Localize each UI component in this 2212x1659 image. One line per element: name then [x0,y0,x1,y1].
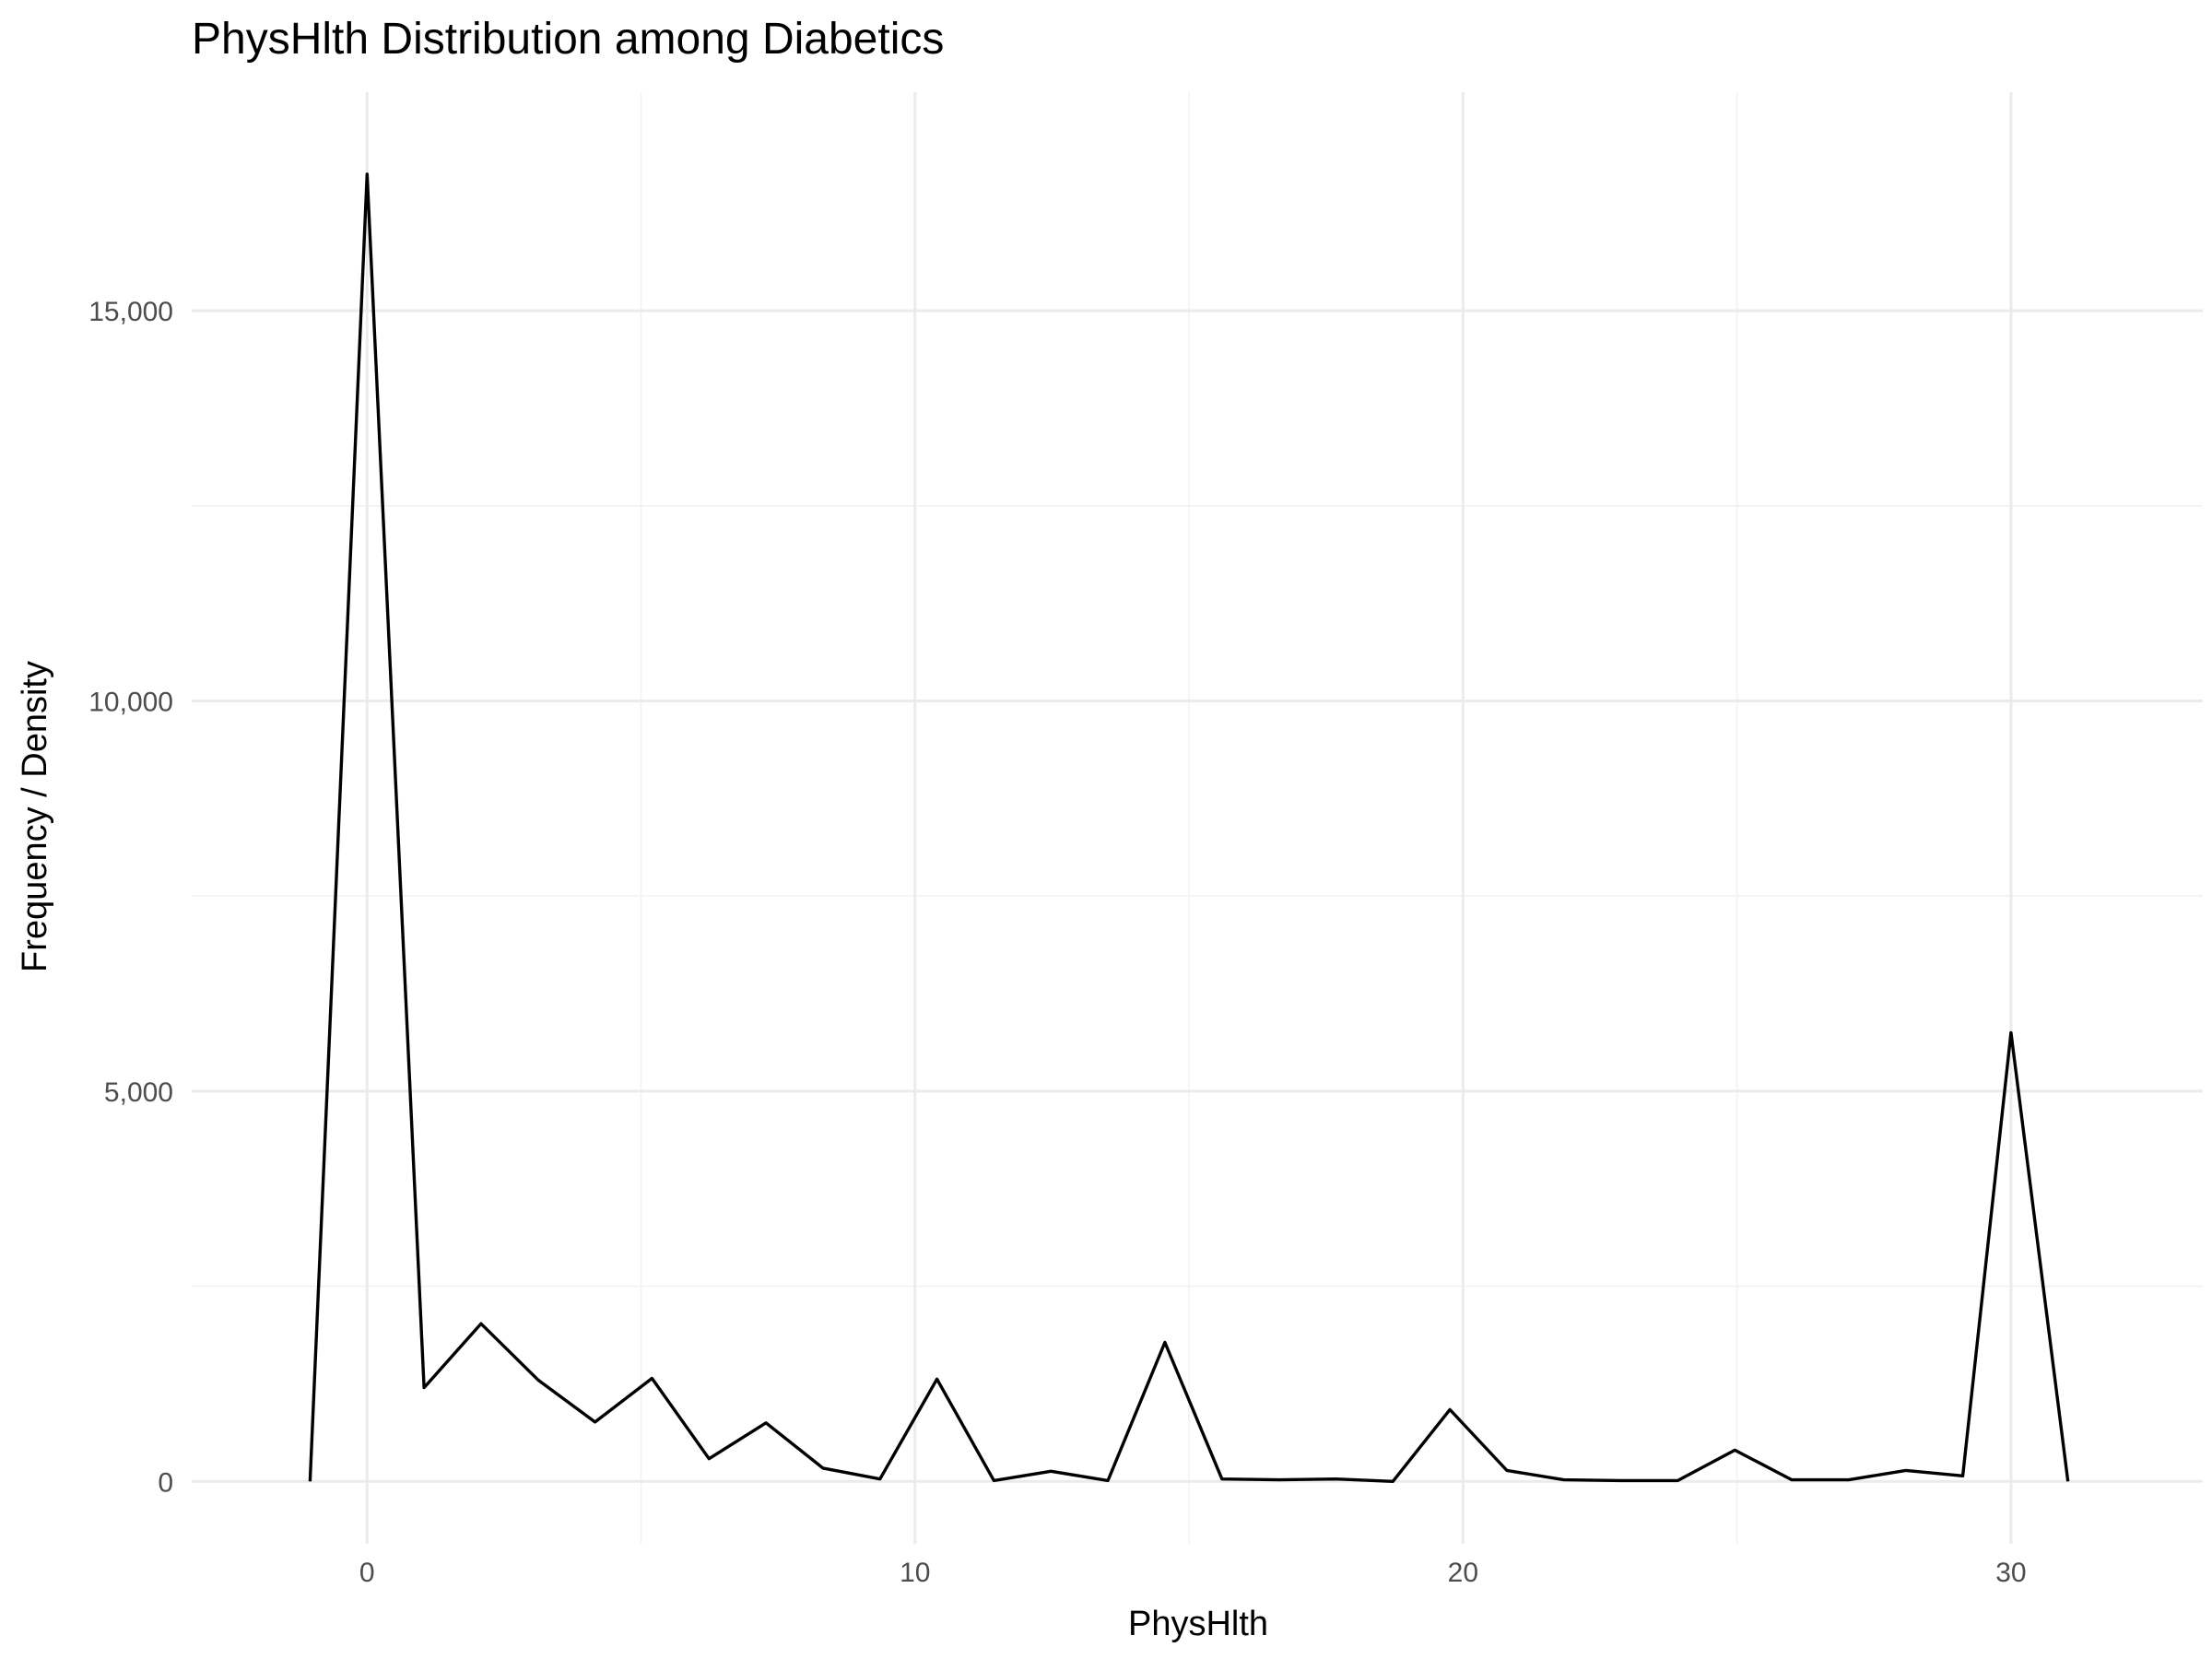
x-tick-label: 0 [359,1558,375,1588]
y-tick-label: 0 [158,1467,173,1498]
y-tick-label: 5,000 [104,1077,173,1108]
series-line [308,172,2070,1483]
chart-title: PhysHlth Distribution among Diabetics [192,15,944,64]
x-axis-label: PhysHlth [1128,1605,1268,1643]
x-axis-ticks: 0 10 20 30 [359,1558,2027,1588]
y-tick-label: 15,000 [88,297,173,327]
grid [192,92,2203,1544]
x-tick-label: 10 [900,1558,930,1588]
x-tick-label: 30 [1995,1558,2026,1588]
y-tick-label: 10,000 [88,687,173,717]
y-axis-label: Frequency / Density [16,661,54,972]
y-axis-ticks: 0 5,000 10,000 15,000 [88,297,173,1498]
x-tick-label: 20 [1448,1558,1478,1588]
